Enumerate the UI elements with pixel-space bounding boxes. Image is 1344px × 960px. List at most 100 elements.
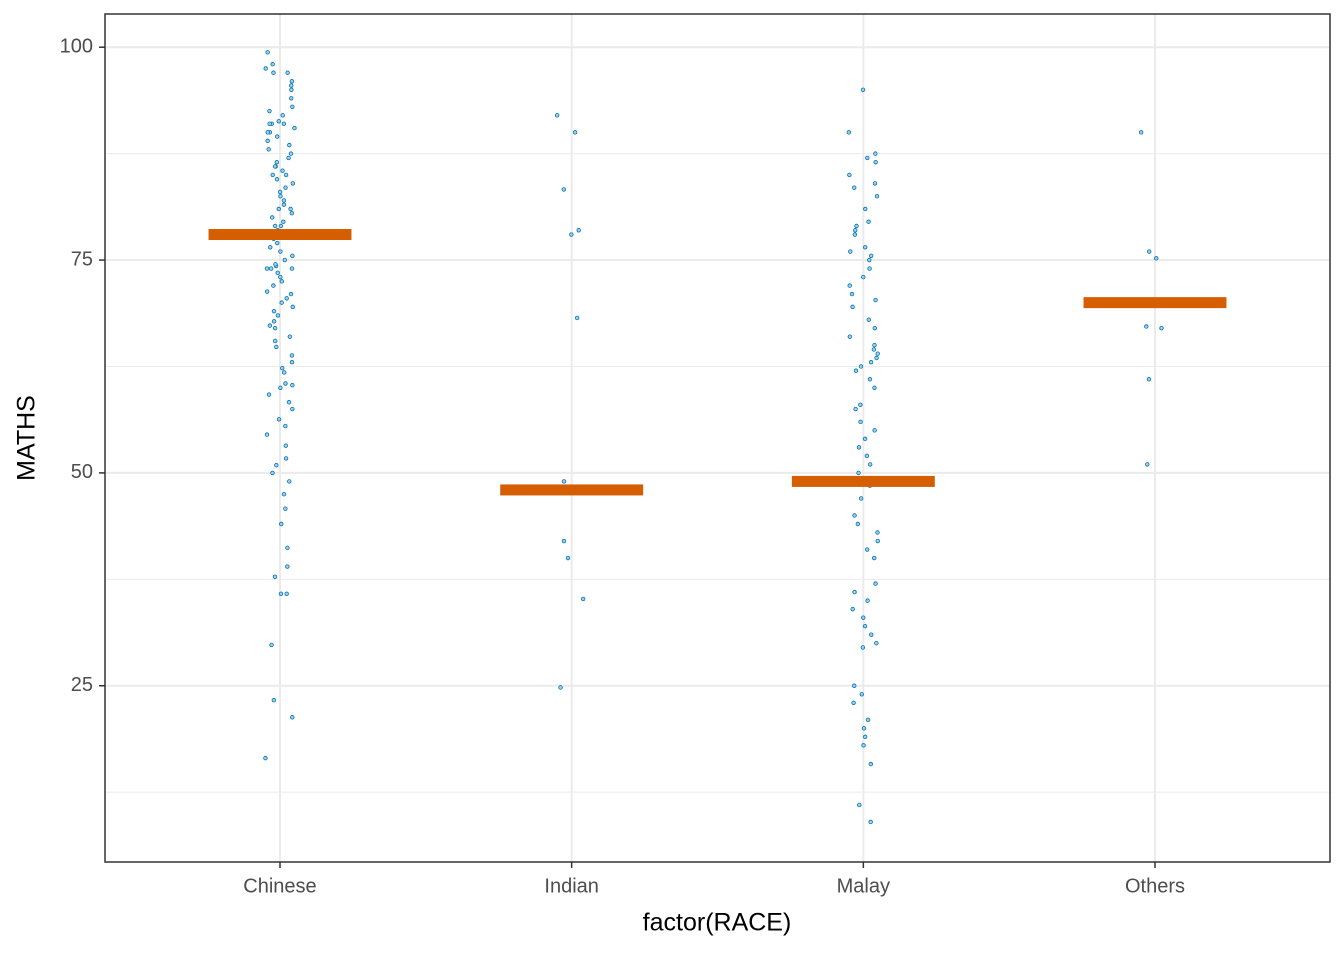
point <box>289 211 295 216</box>
point <box>866 257 872 263</box>
point <box>272 164 278 169</box>
point <box>875 530 880 535</box>
point <box>290 715 295 720</box>
point <box>264 289 270 294</box>
y-tick-label: 50 <box>71 461 93 483</box>
point <box>865 598 870 603</box>
point <box>276 417 282 422</box>
point <box>873 159 878 165</box>
point <box>283 423 288 429</box>
point <box>264 432 270 437</box>
point <box>855 521 861 527</box>
point <box>270 62 275 67</box>
point <box>280 365 285 371</box>
point <box>290 406 295 412</box>
point <box>867 462 873 467</box>
point <box>283 381 288 386</box>
point <box>271 283 276 288</box>
point <box>873 581 878 586</box>
point <box>558 685 563 690</box>
point <box>281 198 287 203</box>
point <box>270 470 275 476</box>
point <box>275 270 280 276</box>
point <box>287 142 292 148</box>
point <box>853 368 859 373</box>
summary-bar <box>500 484 644 496</box>
summary-bar <box>1083 297 1227 309</box>
x-tick-label: Others <box>1125 875 1185 897</box>
point <box>288 291 294 297</box>
point <box>286 155 291 161</box>
point <box>277 189 283 195</box>
point <box>871 347 877 352</box>
point <box>572 130 578 135</box>
point <box>852 683 857 688</box>
point <box>292 125 297 131</box>
point <box>868 360 874 365</box>
point <box>267 323 273 328</box>
point <box>850 606 855 612</box>
point <box>872 428 877 433</box>
point <box>860 645 866 650</box>
point <box>846 130 852 135</box>
point <box>278 249 283 254</box>
point <box>287 334 293 339</box>
point <box>271 319 277 324</box>
point <box>872 325 877 331</box>
point <box>279 521 284 527</box>
y-tick-label: 100 <box>60 35 93 57</box>
point <box>1154 256 1159 261</box>
point <box>867 266 872 271</box>
x-tick-label: Malay <box>837 875 890 897</box>
point <box>274 176 280 182</box>
point <box>270 172 275 178</box>
point <box>867 377 873 382</box>
point <box>270 215 275 220</box>
panel-border <box>104 13 1331 863</box>
point <box>859 692 864 697</box>
point <box>874 640 879 646</box>
point <box>858 402 863 407</box>
point <box>1146 377 1152 382</box>
point <box>268 245 273 250</box>
point <box>266 392 272 397</box>
point <box>864 453 870 459</box>
point <box>263 755 268 761</box>
point <box>854 223 859 229</box>
point <box>276 119 281 124</box>
x-axis-title: factor(RACE) <box>643 909 792 937</box>
point <box>561 187 567 192</box>
point <box>268 266 274 271</box>
point <box>271 70 276 75</box>
point <box>266 147 271 152</box>
point <box>874 355 879 361</box>
point <box>852 513 857 518</box>
point <box>852 232 858 237</box>
point <box>284 591 289 597</box>
point <box>286 400 292 405</box>
x-tick-label: Indian <box>544 875 599 897</box>
point <box>569 232 574 237</box>
point <box>289 96 294 101</box>
point <box>290 304 295 310</box>
point <box>858 419 863 425</box>
point <box>281 491 287 497</box>
point <box>278 274 283 280</box>
point <box>852 589 857 595</box>
point <box>274 463 279 468</box>
point <box>847 334 853 339</box>
point <box>274 344 279 350</box>
point <box>850 304 855 310</box>
point <box>272 574 278 579</box>
point <box>860 87 866 92</box>
point <box>282 257 287 263</box>
point <box>875 351 880 356</box>
point <box>271 308 277 314</box>
point <box>281 202 287 207</box>
point <box>265 130 270 135</box>
point <box>554 113 560 118</box>
point <box>863 245 868 250</box>
summary-bar <box>791 475 935 487</box>
point <box>281 121 287 127</box>
